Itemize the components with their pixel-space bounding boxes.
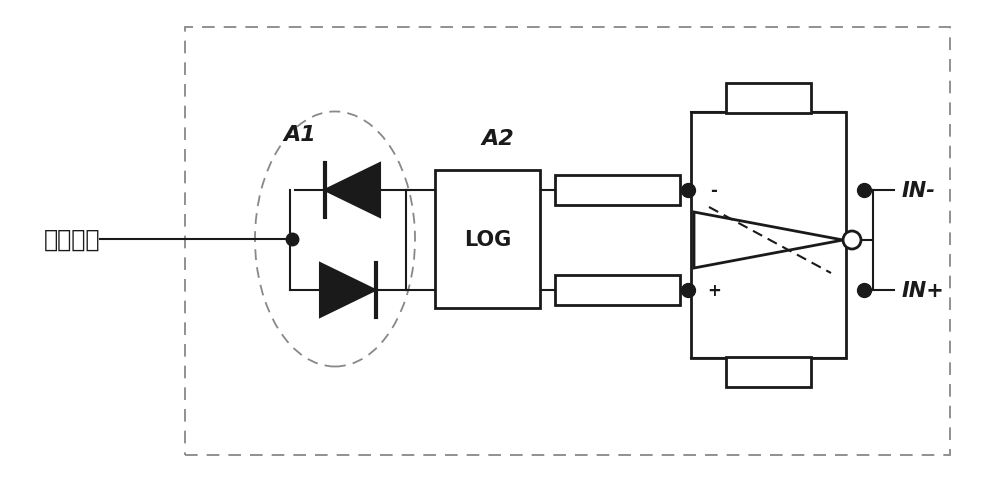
Polygon shape bbox=[325, 164, 380, 217]
Text: IN+: IN+ bbox=[902, 280, 945, 300]
Text: 信号输入: 信号输入 bbox=[44, 228, 100, 252]
Text: IN-: IN- bbox=[902, 180, 936, 201]
Bar bbox=[555, 276, 680, 305]
Text: LOG: LOG bbox=[464, 229, 511, 250]
Text: +: + bbox=[707, 281, 721, 300]
Text: -: - bbox=[711, 181, 717, 200]
Bar bbox=[726, 357, 811, 387]
Text: A1: A1 bbox=[284, 125, 316, 144]
Text: A2: A2 bbox=[481, 129, 514, 149]
Polygon shape bbox=[694, 213, 843, 268]
Bar bbox=[435, 171, 540, 308]
Bar bbox=[726, 84, 811, 114]
Circle shape bbox=[843, 231, 861, 250]
Polygon shape bbox=[320, 264, 376, 317]
Bar bbox=[555, 176, 680, 205]
Bar bbox=[691, 113, 846, 358]
